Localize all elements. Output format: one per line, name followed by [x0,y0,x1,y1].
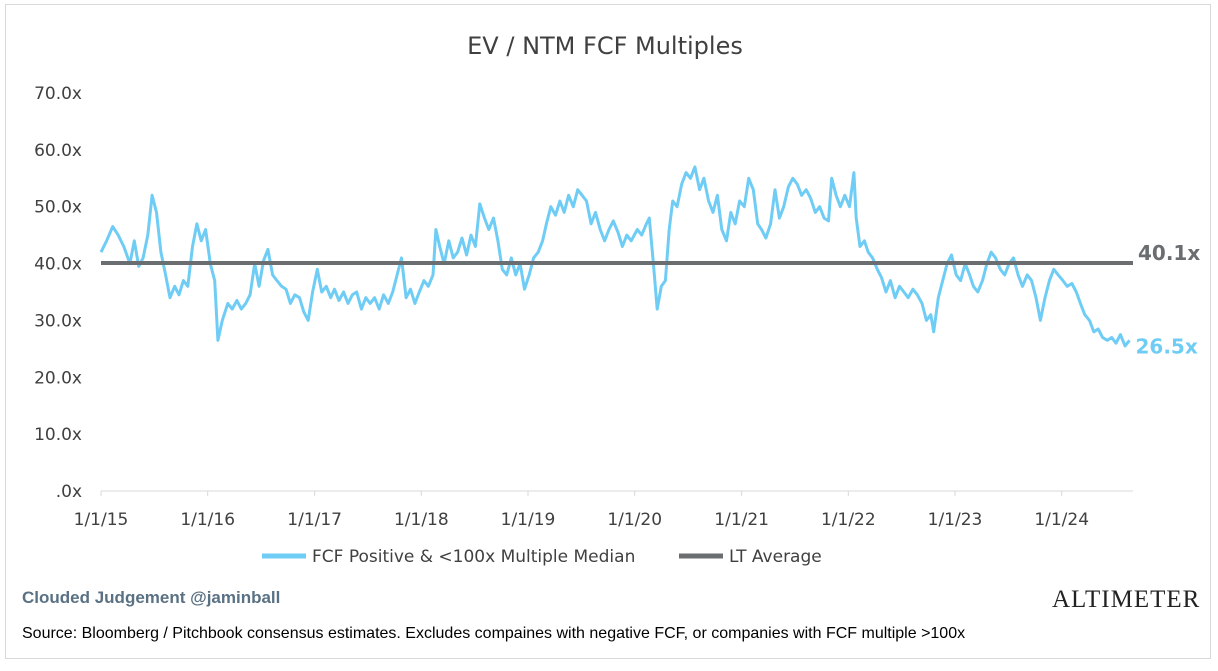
y-tick-label: 40.0x [34,255,82,275]
x-tick-label: 1/1/22 [821,510,876,530]
y-axis: .0x 10.0x 20.0x 30.0x 40.0x 50.0x 60.0x 70.0x [34,84,82,502]
x-tick-label: 1/1/18 [394,510,449,530]
x-tick-label: 1/1/23 [928,510,983,530]
y-tick-label: 70.0x [34,84,82,104]
x-tick-label: 1/1/16 [180,510,235,530]
y-tick-label: .0x [56,482,82,502]
legend-label-fcf-median: FCF Positive & <100x Multiple Median [312,547,635,567]
legend: FCF Positive & <100x Multiple Median LT … [262,547,822,567]
brand-logo: ALTIMETER [1052,586,1201,613]
source-note: Source: Bloomberg / Pitchbook consensus … [22,625,966,642]
y-tick-label: 50.0x [34,198,82,218]
series-line-fcf-median [99,165,1131,348]
y-tick-label: 60.0x [34,141,82,161]
y-tick-label: 20.0x [34,368,82,388]
lt-average-end-label: 40.1x [1138,241,1200,265]
y-tick-label: 10.0x [34,425,82,445]
y-tick-label: 30.0x [34,311,82,331]
fcf-median-end-label: 26.5x [1135,334,1197,358]
x-tick-label: 1/1/17 [287,510,342,530]
x-axis: 1/1/15 1/1/16 1/1/17 1/1/18 1/1/19 1/1/20 1/1/… [74,491,1089,530]
watermark-text: Clouded Judgement @jaminball [22,588,281,607]
chart-title: EV / NTM FCF Multiples [467,32,743,60]
chart-frame [5,4,1211,659]
x-tick-label: 1/1/24 [1034,510,1089,530]
x-tick-label: 1/1/21 [714,510,769,530]
legend-label-lt-average: LT Average [729,547,822,567]
x-tick-label: 1/1/20 [607,510,662,530]
x-tick-label: 1/1/15 [74,510,129,530]
x-tick-label: 1/1/19 [501,510,556,530]
